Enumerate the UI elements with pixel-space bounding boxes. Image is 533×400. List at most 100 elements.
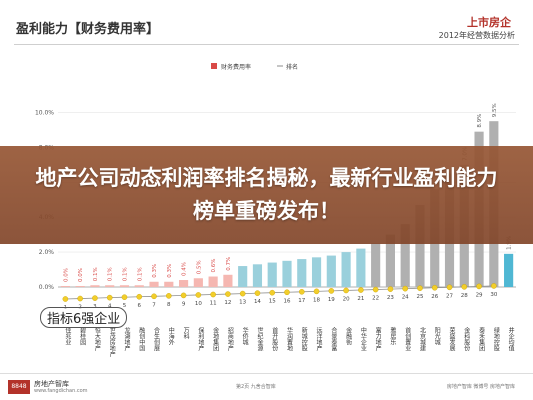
bar	[193, 278, 203, 287]
bar	[105, 285, 115, 287]
bar	[90, 285, 100, 287]
rank-label: 19	[328, 297, 335, 303]
rank-point	[328, 288, 335, 294]
bar	[164, 281, 174, 287]
category-label: 首开股份	[271, 326, 278, 352]
bar	[119, 285, 130, 287]
y-tick-label: 0.0%	[39, 284, 55, 291]
rank-label: 25	[416, 294, 423, 300]
rank-label: 21	[357, 296, 364, 302]
category-label: 合生创展	[153, 326, 160, 352]
rank-label: 24	[402, 295, 409, 301]
rank-label: 14	[254, 299, 261, 305]
rank-point	[151, 293, 157, 300]
rank-point	[491, 283, 497, 289]
bar	[371, 243, 381, 287]
bar	[238, 266, 248, 287]
y-tick-label: 10.0%	[35, 109, 54, 116]
bar	[400, 224, 410, 287]
bar	[326, 255, 336, 287]
brand-title: 上市房企	[467, 16, 511, 29]
header-divider	[14, 44, 519, 45]
data-label: 0.1%	[122, 267, 128, 281]
category-label: 碧桂园	[79, 326, 86, 346]
rank-point	[313, 288, 320, 295]
rank-point	[284, 289, 290, 296]
rank-point	[121, 294, 128, 301]
data-label: 0.0%	[78, 268, 84, 282]
bar	[149, 281, 159, 287]
rank-label: 27	[446, 293, 453, 299]
rank-label: 4	[108, 304, 112, 310]
brand-subtitle: 2012年经营数据分析	[438, 31, 515, 40]
rank-point	[136, 293, 143, 300]
category-label: 金科股份	[463, 326, 470, 352]
rank-point	[298, 288, 305, 295]
rank-label: 12	[224, 300, 231, 306]
rank-point	[269, 289, 276, 296]
rank-label: 30	[490, 292, 497, 298]
rank-point	[387, 286, 394, 292]
category-label: 华侨城	[241, 326, 248, 346]
footer-page: 第2页 九舍合智库	[236, 384, 276, 390]
rank-point	[402, 285, 408, 292]
rank-label: 18	[313, 297, 320, 303]
bar	[385, 234, 395, 287]
rank-point	[254, 290, 261, 296]
data-label: 0.0%	[63, 268, 69, 282]
data-label: 0.3%	[167, 264, 173, 278]
category-label: 招商地产	[226, 326, 233, 352]
rank-point	[210, 291, 216, 298]
rank-label: 29	[476, 292, 483, 298]
data-label: 0.7%	[226, 257, 232, 271]
bar	[282, 260, 292, 287]
data-label: 0.1%	[137, 267, 143, 281]
category-label: 金地集团	[212, 326, 219, 352]
footer-url: www.fangdichan.com	[34, 388, 88, 394]
rank-label: 8	[167, 302, 171, 308]
bar	[341, 252, 351, 287]
footer: 8848 房地产智库 www.fangdichan.com 第2页 九舍合智库 …	[0, 373, 533, 400]
bar	[297, 259, 307, 287]
rank-label: 5	[123, 303, 127, 309]
category-label: 龙湖地产	[123, 326, 130, 352]
data-label: 0.4%	[182, 262, 188, 276]
bar	[208, 276, 218, 287]
data-label: 8.9%	[477, 114, 483, 128]
category-label: 华润置地	[286, 326, 293, 351]
category-label: 新城控股	[300, 326, 307, 352]
data-label: 0.1%	[108, 267, 114, 281]
bar	[311, 257, 322, 287]
rank-point	[62, 296, 69, 302]
bar	[356, 248, 366, 287]
rank-point	[358, 287, 364, 293]
category-label: 井企均值	[507, 326, 514, 352]
y-tick-label: 2.0%	[39, 249, 55, 256]
rank-label: 6	[138, 303, 142, 309]
footer-logo: 8848	[8, 380, 30, 394]
rank-point	[195, 292, 202, 298]
bar	[75, 286, 85, 287]
rank-point	[106, 294, 113, 301]
category-label: 富力地产	[374, 326, 381, 352]
category-label: 中华企业	[359, 326, 366, 351]
rank-point	[239, 290, 246, 297]
data-label: 0.6%	[211, 259, 217, 273]
banner-headline: 地产公司动态利润率排名揭秘，最新行业盈利能力榜单重磅发布！	[35, 166, 498, 223]
category-label: 恒大地产	[93, 326, 100, 352]
rank-label: 15	[269, 299, 276, 305]
category-label: 融创中国	[138, 326, 145, 352]
bar	[179, 280, 189, 287]
rank-label: 11	[210, 301, 217, 307]
category-label: 泰禾集团	[478, 326, 485, 352]
bar	[252, 264, 263, 287]
rank-point	[417, 285, 423, 292]
rank-label: 26	[431, 294, 438, 300]
rank-label: 23	[387, 295, 394, 301]
rank-point	[77, 295, 83, 302]
legend-label-bar: 财务费用率	[221, 63, 251, 71]
bar	[223, 274, 233, 287]
rank-point	[225, 291, 231, 297]
rank-line	[65, 285, 494, 300]
rank-label: 10	[195, 301, 202, 307]
